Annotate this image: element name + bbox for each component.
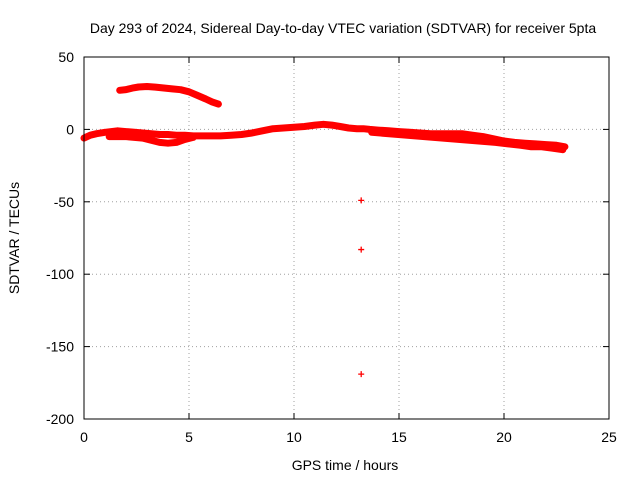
y-tick-label-3: -50 (54, 194, 74, 210)
outlier-point-2 (358, 371, 365, 378)
point-upper-arc-11 (202, 95, 209, 102)
point-dispersed-lower-4 (528, 143, 535, 150)
point-lower-band-1 (114, 133, 121, 140)
point-main-trace-32 (360, 125, 367, 132)
chart-title: Day 293 of 2024, Sidereal Day-to-day VTE… (90, 20, 597, 36)
point-upper-arc-6 (160, 84, 167, 91)
point-main-trace-42 (459, 130, 465, 137)
point-upper-arc-10 (194, 92, 201, 99)
x-tick-label-5: 25 (601, 429, 617, 445)
point-main-trace-30 (345, 124, 352, 131)
point-upper-arc-0 (116, 87, 123, 94)
point-main-trace-28 (328, 122, 335, 129)
point-lower-band-7 (165, 140, 171, 147)
point-main-trace-5 (114, 127, 121, 134)
point-upper-arc-9 (186, 88, 192, 95)
point-main-trace-3 (102, 129, 108, 136)
x-tick-label-1: 5 (185, 429, 193, 445)
point-main-trace-11 (165, 131, 171, 138)
point-lower-band-4 (139, 135, 146, 142)
y-tick-label-5: 50 (58, 49, 74, 65)
point-upper-arc-13 (215, 101, 222, 108)
point-lower-band-9 (181, 136, 188, 143)
y-tick-label-4: 0 (66, 121, 74, 137)
x-tick-label-4: 20 (496, 429, 512, 445)
y-axis-label: SDTVAR / TECUs (6, 182, 22, 294)
point-main-trace-10 (156, 131, 163, 138)
point-dispersed-lower-3 (517, 142, 524, 149)
point-main-trace-16 (207, 132, 213, 139)
point-lower-band-10 (190, 134, 197, 141)
point-dispersed-lower-0 (368, 129, 375, 136)
point-main-trace-18 (228, 132, 234, 139)
y-tick-label-0: -200 (46, 411, 74, 427)
point-main-trace-12 (173, 132, 180, 139)
point-main-trace-2 (93, 130, 100, 137)
point-main-trace-9 (148, 130, 155, 137)
series-upper-arc (116, 83, 222, 108)
x-tick-label-3: 15 (391, 429, 407, 445)
point-lower-band-5 (148, 137, 155, 144)
point-main-trace-29 (337, 123, 344, 130)
axis-ticks: 0 5 10 15 20 25 -200 -150 -100 -50 0 50 (46, 49, 617, 445)
point-dispersed-lower-6 (549, 145, 556, 152)
point-upper-arc-7 (169, 85, 176, 92)
point-main-trace-26 (312, 122, 318, 129)
point-main-trace-21 (259, 127, 266, 134)
plot-frame (83, 56, 610, 420)
x-axis-label: GPS time / hours (292, 457, 399, 473)
point-main-trace-20 (249, 130, 255, 137)
point-main-trace-17 (217, 132, 224, 139)
point-dispersed-lower-7 (559, 146, 566, 153)
outlier-point-0 (358, 197, 365, 204)
point-lower-band-2 (123, 133, 129, 140)
point-lower-band-6 (156, 139, 163, 146)
point-dispersed-lower-2 (505, 140, 512, 147)
point-main-trace-25 (301, 123, 308, 130)
point-main-trace-24 (291, 124, 297, 131)
point-main-trace-22 (270, 125, 276, 132)
point-lower-band-8 (173, 139, 180, 146)
outlier-point-1 (358, 246, 365, 253)
point-main-trace-31 (354, 125, 360, 132)
data-points (80, 83, 569, 378)
point-upper-arc-3 (135, 83, 142, 90)
x-tick-label-2: 10 (286, 429, 302, 445)
point-main-trace-15 (198, 132, 205, 139)
point-main-trace-1 (87, 132, 94, 139)
point-upper-arc-2 (129, 85, 136, 92)
point-lower-band-0 (106, 133, 113, 140)
point-main-trace-23 (280, 124, 287, 131)
point-upper-arc-4 (144, 83, 150, 90)
y-tick-label-1: -150 (46, 339, 74, 355)
point-dispersed-lower-1 (492, 139, 499, 146)
x-tick-label-0: 0 (80, 429, 88, 445)
grid-lines (84, 57, 609, 419)
point-upper-arc-12 (209, 98, 216, 105)
point-main-trace-27 (320, 121, 327, 128)
point-dispersed-lower-5 (538, 143, 545, 150)
point-lower-band-3 (131, 134, 138, 141)
point-upper-arc-8 (177, 86, 184, 93)
point-upper-arc-5 (152, 84, 159, 91)
point-main-trace-19 (238, 131, 245, 138)
point-upper-arc-1 (123, 86, 129, 93)
y-tick-label-2: -100 (46, 266, 74, 282)
